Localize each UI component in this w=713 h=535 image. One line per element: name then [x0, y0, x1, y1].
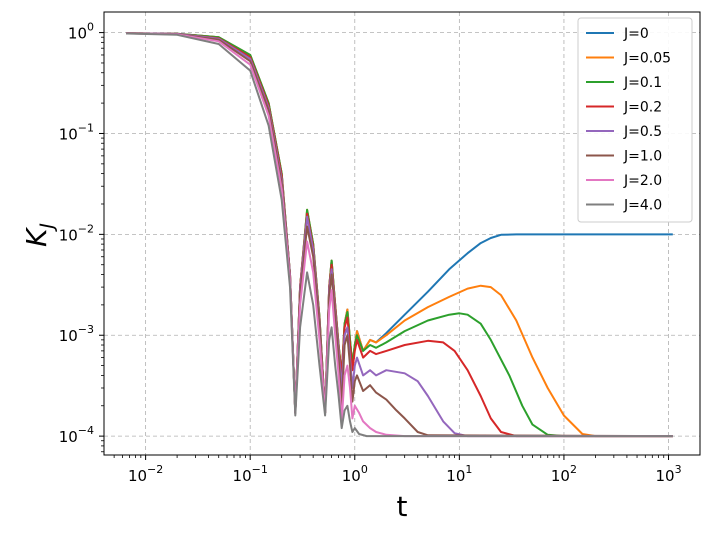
series-line-7 — [126, 32, 673, 438]
y-axis-title-main: K — [20, 226, 53, 247]
y-axis-title-sub: J — [36, 223, 58, 233]
series-group — [126, 32, 673, 438]
x-tick-label-5: 103 — [655, 463, 681, 485]
legend-box — [577, 17, 693, 223]
ticks — [99, 32, 670, 460]
labels: 10−2 10−1 100 101 102 103 10−4 10−3 10−2 10−1 100 — [59, 21, 682, 485]
x-tick-label-3: 101 — [446, 463, 472, 485]
svg-text:KJ: KJ — [20, 223, 58, 247]
y-tick-label-0: 10−4 — [59, 424, 94, 446]
plot-frame — [103, 11, 701, 456]
y-tick-label-1: 10−3 — [59, 323, 94, 345]
legend-label-5: J=1.0 — [623, 149, 662, 165]
x-axis-title: t — [397, 490, 408, 523]
legend: J=0 J=0.05 J=0.1 J=0.2 J=0.5 J=1.0 J=2.0 J=4.0 — [577, 17, 693, 223]
x-tick-label-1: 10−1 — [233, 463, 268, 485]
legend-label-1: J=0.05 — [623, 51, 671, 67]
legend-label-7: J=4.0 — [623, 198, 662, 214]
legend-label-2: J=0.1 — [623, 75, 662, 91]
legend-label-6: J=2.0 — [623, 173, 662, 189]
y-tick-label-4: 100 — [68, 21, 94, 43]
y-tick-label-2: 10−2 — [59, 222, 94, 244]
y-tick-label-3: 10−1 — [59, 121, 94, 143]
legend-label-4: J=0.5 — [623, 124, 662, 140]
legend-label-3: J=0.2 — [623, 100, 662, 116]
x-tick-label-2: 100 — [342, 463, 368, 485]
legend-label-0: J=0 — [623, 26, 649, 42]
y-axis-title: KJ — [20, 223, 58, 247]
x-tick-label-4: 102 — [551, 463, 577, 485]
series-line-6 — [126, 32, 673, 438]
x-tick-label-0: 10−2 — [128, 463, 163, 485]
